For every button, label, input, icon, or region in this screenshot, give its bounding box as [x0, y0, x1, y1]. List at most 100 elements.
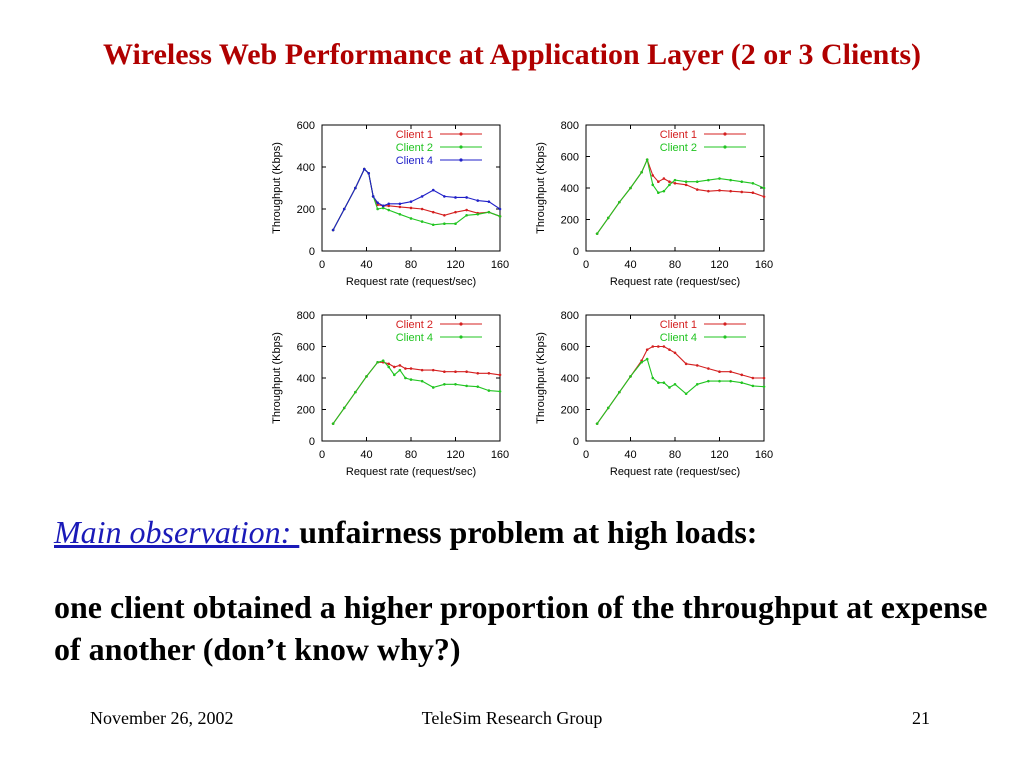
data-point: [651, 345, 655, 348]
data-point: [409, 206, 413, 210]
data-point: [443, 195, 446, 198]
data-point: [740, 381, 744, 385]
x-tick-label: 80: [405, 449, 417, 461]
data-point: [367, 172, 371, 175]
data-point: [707, 189, 710, 193]
data-point: [465, 370, 468, 374]
data-point: [487, 371, 491, 375]
x-axis-label: Request rate (request/sec): [610, 276, 740, 288]
x-tick-label: 80: [669, 259, 681, 271]
data-point: [718, 379, 721, 383]
data-point: [376, 203, 379, 207]
legend-marker: [459, 145, 463, 149]
data-point: [431, 368, 435, 372]
data-point: [498, 373, 502, 377]
data-point: [398, 364, 402, 367]
legend-marker: [723, 335, 727, 339]
chart-bottom-left: 0 40 80 120 160 0 200 400 600 800 Request rate (re…: [271, 310, 509, 478]
x-tick-label: 40: [360, 259, 372, 271]
x-tick-label: 120: [710, 449, 728, 461]
y-tick-label: 600: [561, 152, 579, 164]
y-axis-label: Throughput (Kbps): [271, 142, 283, 234]
y-tick-label: 800: [297, 310, 315, 322]
series-line: [596, 157, 765, 235]
data-point: [387, 362, 391, 366]
data-point: [487, 389, 491, 392]
data-point: [668, 183, 671, 187]
data-point: [381, 204, 385, 208]
data-point: [618, 200, 621, 204]
data-point: [443, 370, 446, 374]
legend-label: Client 1: [396, 129, 433, 141]
x-tick-label: 0: [583, 449, 589, 461]
data-point: [684, 362, 688, 366]
data-point: [398, 212, 402, 216]
series-line: [596, 345, 764, 425]
data-point: [476, 212, 480, 216]
y-tick-label: 800: [561, 120, 579, 132]
data-point: [398, 368, 402, 372]
data-point: [729, 189, 732, 193]
data-point: [707, 178, 710, 182]
data-point: [393, 365, 396, 369]
data-point: [707, 367, 710, 370]
data-point: [420, 207, 424, 211]
x-tick-label: 0: [583, 259, 589, 271]
y-tick-label: 200: [297, 204, 315, 216]
y-tick-label: 200: [297, 405, 315, 417]
x-tick-label: 80: [669, 449, 681, 461]
x-axis-label: Request rate (request/sec): [346, 466, 476, 478]
data-point: [751, 384, 755, 388]
data-point: [454, 210, 457, 214]
data-point: [465, 208, 468, 212]
y-tick-label: 600: [297, 120, 315, 132]
y-tick-label: 800: [561, 310, 579, 322]
data-point: [431, 188, 435, 192]
y-tick-label: 0: [573, 436, 579, 448]
data-point: [662, 189, 666, 193]
data-point: [371, 195, 375, 198]
legend-marker: [459, 132, 463, 136]
data-point: [673, 383, 677, 386]
chart-bottom-right: 0 40 80 120 160 0 200 400 600 800 Request rate (re…: [535, 310, 773, 478]
data-point: [762, 376, 766, 380]
legend-label: Client 4: [660, 332, 697, 344]
data-point: [651, 376, 655, 380]
data-point: [718, 177, 721, 180]
x-tick-label: 80: [405, 259, 417, 271]
data-point: [420, 195, 424, 198]
data-point: [404, 376, 407, 380]
data-point: [629, 186, 632, 190]
data-point: [443, 214, 446, 217]
data-point: [387, 365, 391, 369]
x-tick-label: 40: [624, 449, 636, 461]
x-tick-label: 120: [446, 449, 464, 461]
series-line: [596, 358, 765, 425]
data-point: [331, 422, 335, 425]
data-point: [695, 364, 699, 367]
x-tick-label: 160: [491, 259, 509, 271]
y-axis-label: Throughput (Kbps): [535, 142, 547, 234]
data-point: [476, 199, 480, 202]
data-point: [362, 167, 366, 171]
legend-label: Client 2: [396, 142, 433, 154]
data-point: [454, 370, 457, 374]
data-point: [431, 223, 435, 227]
observation-text: unfairness problem at high loads:: [299, 514, 758, 550]
chart-top-left: 0 40 80 120 160 0 200 400 600 Request rate (reque…: [271, 120, 509, 288]
data-point: [718, 189, 721, 192]
data-point: [673, 178, 677, 182]
x-tick-label: 160: [755, 259, 773, 271]
footer-group: TeleSim Research Group: [421, 708, 603, 728]
data-point: [376, 201, 379, 204]
x-tick-label: 160: [491, 449, 509, 461]
x-tick-label: 40: [624, 259, 636, 271]
data-point: [751, 191, 755, 195]
data-point: [342, 207, 346, 211]
data-point: [365, 375, 368, 378]
legend-label: Client 4: [396, 332, 433, 344]
legend-marker: [723, 145, 727, 149]
data-point: [668, 348, 671, 351]
y-axis-label: Throughput (Kbps): [535, 332, 547, 424]
y-tick-label: 0: [309, 436, 315, 448]
